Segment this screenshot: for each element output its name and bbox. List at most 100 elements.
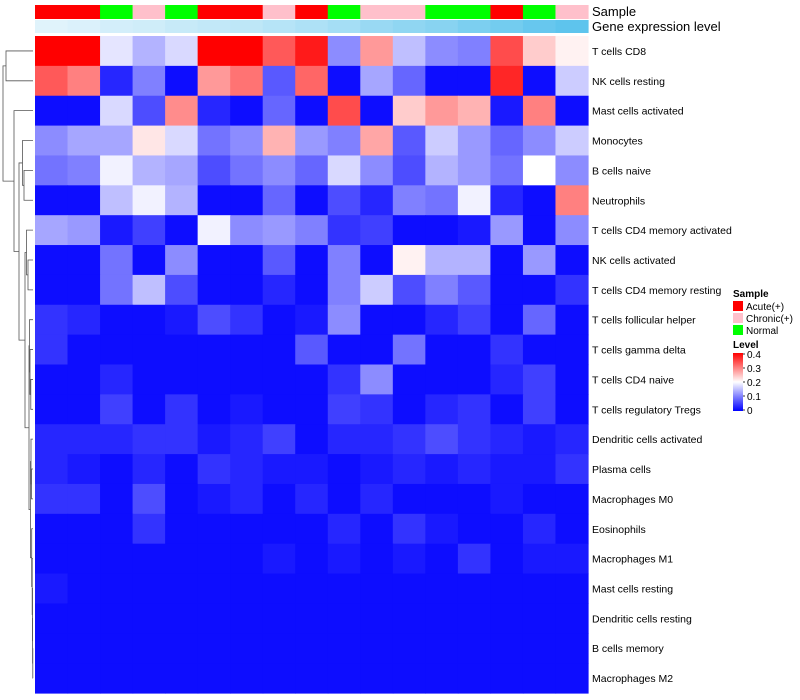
heatmap-cell (262, 454, 296, 485)
heatmap-cell (457, 603, 492, 634)
heatmap-cell (490, 513, 524, 545)
heatmap-cell (327, 36, 361, 67)
heatmap-cell (425, 394, 459, 425)
heatmap-cell (100, 603, 134, 634)
heatmap-cell (262, 215, 296, 246)
heatmap-cell (327, 513, 361, 545)
heatmap-cell (262, 245, 296, 276)
sample-annotation-cell (67, 5, 101, 19)
heatmap-cell (295, 573, 329, 605)
heatmap-cell (392, 543, 426, 575)
heatmap-cell (262, 513, 296, 545)
heatmap-cell (392, 125, 426, 157)
legend-tick-label: 0.1 (747, 392, 761, 403)
heatmap-cell (457, 274, 492, 306)
sample-annotation-cell (327, 5, 361, 19)
heatmap-cell (165, 36, 199, 67)
heatmap-cell (522, 245, 557, 276)
heatmap-cell (490, 65, 524, 97)
heatmap-cell (425, 215, 459, 246)
heatmap-cell (197, 95, 231, 127)
heatmap-cell (67, 185, 101, 216)
heatmap-cell (165, 394, 199, 425)
heatmap-cell (490, 185, 524, 216)
expression-annotation-cell (197, 20, 231, 33)
heatmap-cell (132, 364, 166, 395)
heatmap-cell (35, 364, 69, 395)
row-label: Macrophages M1 (592, 554, 673, 566)
row-label: Dendritic cells resting (592, 613, 692, 625)
heatmap-cell (392, 573, 426, 605)
heatmap-cell (457, 573, 492, 605)
heatmap-cell (392, 394, 426, 425)
heatmap-cell (295, 125, 329, 157)
heatmap-cell (35, 394, 69, 425)
row-label: Mast cells resting (592, 583, 673, 595)
heatmap-cell (67, 95, 101, 127)
heatmap-cell (230, 65, 264, 97)
heatmap-cell (360, 483, 394, 515)
heatmap-cell (490, 394, 524, 425)
expression-annotation-cell (230, 20, 264, 33)
heatmap-cell (457, 215, 492, 246)
expression-annotation-cell (522, 20, 557, 33)
heatmap-cell (360, 663, 394, 694)
heatmap-cell (360, 513, 394, 545)
heatmap-cell (67, 364, 101, 395)
heatmap-cell (132, 215, 166, 246)
heatmap-cell (230, 155, 264, 186)
heatmap-cell (490, 603, 524, 634)
heatmap-cell (262, 663, 296, 694)
heatmap-cell (132, 274, 166, 306)
heatmap-cell (35, 454, 69, 485)
heatmap-cell (230, 185, 264, 216)
expression-annotation-cell (327, 20, 361, 33)
heatmap-cell (555, 65, 589, 97)
expression-annotation-cell (262, 20, 296, 33)
legend-tick-label: 0.4 (747, 350, 761, 361)
heatmap-cell (67, 36, 101, 67)
heatmap-cell (327, 364, 361, 395)
heatmap-cell (197, 215, 231, 246)
heatmap-cell (67, 304, 101, 336)
heatmap-cell (327, 573, 361, 605)
heatmap-cell (392, 245, 426, 276)
heatmap-cell (555, 36, 589, 67)
expression-annotation-cell (392, 20, 426, 33)
heatmap-cell (67, 65, 101, 97)
heatmap-cell (425, 364, 459, 395)
heatmap-cell (295, 364, 329, 395)
row-label: T cells CD4 memory activated (592, 225, 732, 237)
heatmap-cell (555, 185, 589, 216)
heatmap-cell (165, 424, 199, 455)
heatmap-cell (295, 424, 329, 455)
expression-annotation-cell (295, 20, 329, 33)
heatmap-cell (100, 125, 134, 157)
heatmap-cell (100, 364, 134, 395)
heatmap-cell (327, 274, 361, 306)
heatmap-cell (230, 454, 264, 485)
heatmap-cell (490, 483, 524, 515)
heatmap-cell (35, 633, 69, 664)
expression-annotation-cell (360, 20, 394, 33)
heatmap-cell (457, 663, 492, 694)
heatmap-cell (360, 603, 394, 634)
heatmap-cell (165, 543, 199, 575)
heatmap-cell (327, 155, 361, 186)
expression-annotation-cell (35, 20, 69, 33)
heatmap-cell (35, 304, 69, 336)
heatmap-cell (165, 334, 199, 366)
heatmap-cell (522, 483, 557, 515)
heatmap-cell (35, 215, 69, 246)
heatmap-cell (360, 543, 394, 575)
legend-tick-label: 0.3 (747, 364, 761, 375)
sample-annotation-cell (425, 5, 459, 19)
heatmap-cell (425, 155, 459, 186)
heatmap-cell (490, 454, 524, 485)
heatmap-cell (165, 95, 199, 127)
row-dendrogram (2, 50, 34, 679)
heatmap-cell (197, 304, 231, 336)
heatmap-cell (490, 125, 524, 157)
heatmap-cell (100, 215, 134, 246)
heatmap-cell (555, 454, 589, 485)
